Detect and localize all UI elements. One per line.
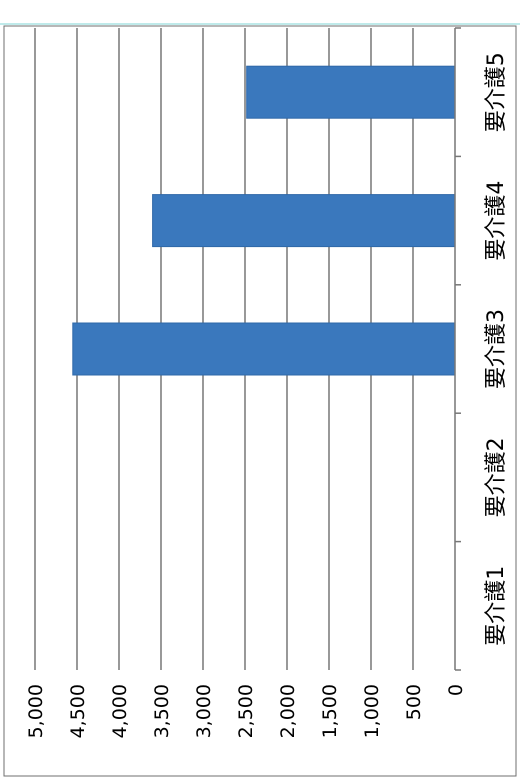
category-label: 要介護5 [484,52,509,132]
value-tick-label: 3,000 [193,684,215,738]
category-label: 要介護1 [484,566,509,646]
value-tick-label: 4,500 [67,684,89,738]
category-label: 要介護3 [484,309,509,389]
bars [72,65,456,376]
value-tick-label: 5,000 [25,684,47,738]
value-tick-label: 2,500 [235,684,257,738]
value-tick-label: 500 [403,684,425,720]
value-tick-label: 0 [445,684,467,696]
bar [72,322,456,376]
category-axis [454,27,461,671]
value-tick-labels: 0 500 1,000 1,500 2,000 2,500 3,000 3,500 4,000 4… [25,684,467,738]
value-tick-label: 1,500 [319,684,341,738]
category-labels: 要介護1 要介護2 要介護3 要介護4 要介護5 [484,52,509,646]
category-label: 要介護2 [484,437,509,517]
bar [152,194,456,248]
value-tick-label: 4,000 [109,684,131,738]
value-tick-label: 2,000 [277,684,299,738]
category-label: 要介護4 [484,181,509,261]
chart-frame [3,25,517,777]
value-tick-label: 3,500 [151,684,173,738]
bar [246,65,456,119]
value-tick-label: 1,000 [361,684,383,738]
